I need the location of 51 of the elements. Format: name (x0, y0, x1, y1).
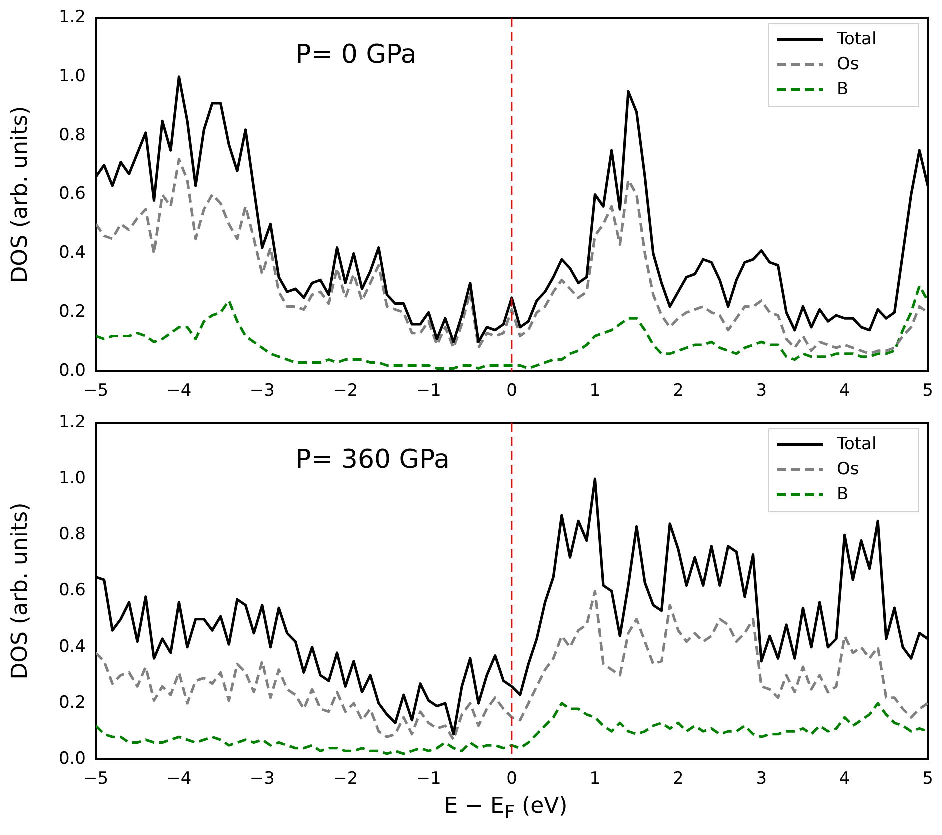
legend-label: Total (836, 434, 877, 454)
y-tick-label: 1.0 (58, 66, 86, 86)
x-tick-label: 5 (922, 769, 934, 790)
line-series (96, 158, 928, 356)
y-tick-label: 0.6 (58, 184, 86, 204)
y-axis-title: DOS (arb. units) (8, 106, 33, 284)
x-tick-label: 2 (672, 381, 684, 402)
x-tick-label: −2 (333, 381, 358, 402)
y-tick-label: 0.2 (58, 302, 86, 322)
x-tick-label: 0 (506, 769, 518, 790)
legend-label: Os (837, 54, 860, 74)
annotation: P= 360 GPa (296, 444, 450, 475)
legend-label: Total (836, 29, 877, 50)
x-tick-label: −1 (416, 769, 442, 790)
y-tick-label: 0.8 (58, 524, 86, 545)
x-axis-title: E − E$_{F}$ (eV) (443, 793, 569, 824)
x-tick-label: 4 (839, 381, 850, 402)
x-tick-label: 2 (672, 769, 684, 790)
line-series (96, 590, 928, 742)
line-series (96, 702, 928, 756)
x-tick-label: −3 (250, 381, 275, 402)
x-tick-label: −5 (83, 769, 109, 790)
legend-label: Os (837, 459, 860, 480)
y-tick-label: 0.8 (58, 125, 86, 146)
y-tick-label: 1.0 (58, 468, 86, 489)
x-tick-label: −4 (166, 769, 192, 790)
x-tick-label: 1 (590, 769, 601, 790)
legend-label: B (837, 79, 849, 100)
x-tick-label: −2 (333, 769, 358, 790)
x-tick-label: 3 (756, 381, 768, 402)
x-tick-label: 0 (506, 381, 518, 402)
y-tick-label: 0.4 (58, 636, 86, 657)
line-series (96, 284, 928, 370)
y-tick-label: 0.0 (58, 749, 86, 770)
x-tick-label: 4 (839, 769, 850, 790)
x-tick-label: −4 (166, 381, 192, 402)
x-tick-label: 5 (922, 381, 934, 402)
y-tick-label: 0.2 (58, 692, 86, 713)
y-axis-title: DOS (arb. units) (8, 502, 33, 680)
x-tick-label: −5 (83, 381, 109, 402)
x-tick-label: −3 (250, 769, 275, 790)
annotation: P= 0 GPa (296, 40, 417, 70)
x-tick-label: −1 (416, 381, 442, 402)
y-tick-label: 0.6 (58, 580, 86, 601)
y-tick-label: 1.2 (58, 412, 86, 432)
legend-label: B (837, 484, 849, 504)
y-tick-label: 0.4 (58, 243, 86, 264)
y-tick-label: 0.0 (58, 361, 86, 382)
x-tick-label: 1 (590, 381, 601, 402)
y-tick-label: 1.2 (58, 7, 86, 28)
x-tick-label: 3 (756, 769, 768, 790)
